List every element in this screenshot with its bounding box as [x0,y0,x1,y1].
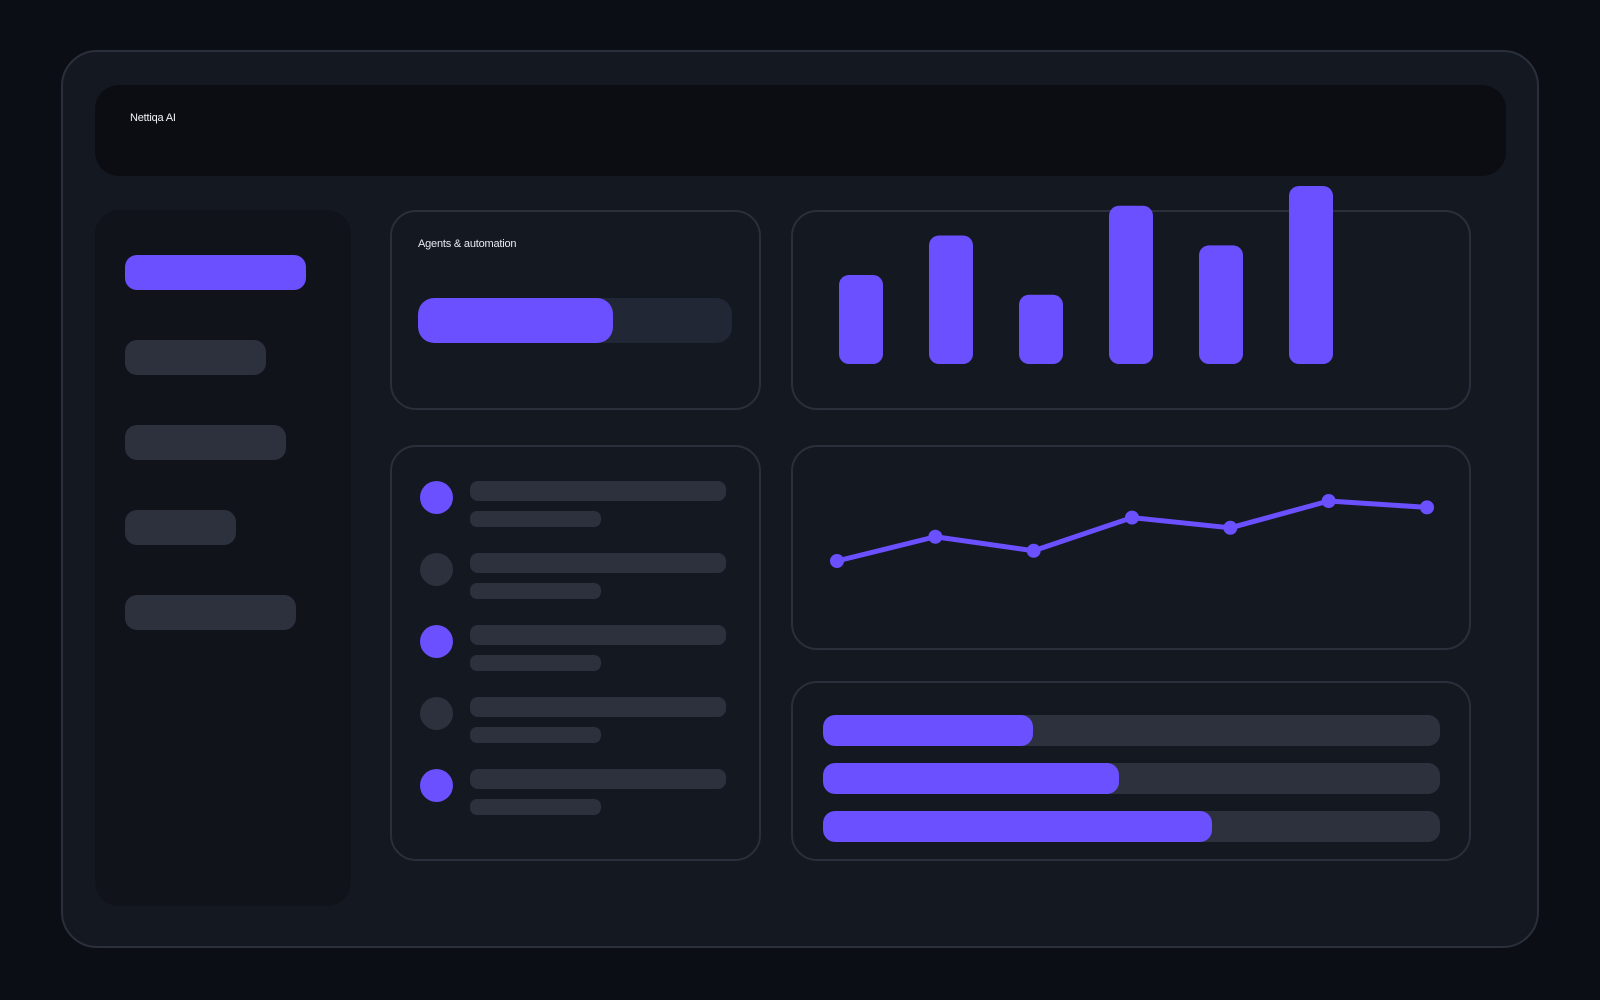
horizontal-bar-track [823,763,1440,794]
list-item-title-placeholder [470,769,726,789]
list-item-subtitle-placeholder [470,655,601,671]
app-title: Nettiqa AI [130,112,176,124]
list-item-title-placeholder [470,625,726,645]
agents-progress-bar [418,298,732,343]
horizontal-bar-fill [823,715,1033,746]
series-line [834,498,1430,564]
horizontal-bar-fill [823,763,1120,794]
line-point [1420,500,1434,515]
sidebar-item-1[interactable] [125,255,306,290]
sidebar-item-4[interactable] [125,510,236,545]
status-dot [420,481,453,514]
sidebar [95,210,351,906]
bar-chart-card [791,186,1471,410]
status-dot [420,697,453,730]
line-point [1026,543,1041,558]
list-item-subtitle-placeholder [470,727,601,743]
bar [1019,294,1063,364]
line-point [928,529,943,544]
list-item[interactable] [418,625,728,675]
horizontal-bars-card [791,681,1471,861]
sidebar-item-2[interactable] [125,340,266,375]
list-item-title-placeholder [470,553,726,573]
sidebar-item-5[interactable] [125,595,296,630]
list-item-subtitle-placeholder [470,583,601,599]
sidebar-item-3[interactable] [125,425,286,460]
horizontal-bar-fill [823,811,1212,842]
line-point [830,554,844,568]
status-dot [420,769,453,802]
list-item[interactable] [418,481,728,531]
line-point [1321,494,1336,508]
status-dot [420,553,453,586]
line-chart-card [791,445,1471,650]
line-point [1125,510,1139,525]
agents-automation-card: Agents & automation [390,210,761,410]
activity-list-card [390,445,761,861]
list-item[interactable] [418,769,728,819]
list-item[interactable] [418,553,728,603]
list-item[interactable] [418,697,728,747]
bar [839,275,883,364]
line-point [1223,520,1238,535]
status-dot [420,625,453,658]
list-item-title-placeholder [470,481,726,501]
bar [929,235,973,364]
bar [1109,205,1153,364]
line-chart [830,494,1434,568]
agents-progress-fill [418,298,613,343]
top-bar: Nettiqa AI [95,85,1506,176]
horizontal-bar-track [823,811,1440,842]
list-item-title-placeholder [470,697,726,717]
bar-chart [839,186,1333,364]
bar [1199,245,1243,364]
list-item-subtitle-placeholder [470,511,601,527]
agents-automation-label: Agents & automation [418,238,517,250]
horizontal-bar-track [823,715,1440,746]
bar [1289,186,1333,364]
list-item-subtitle-placeholder [470,799,601,815]
